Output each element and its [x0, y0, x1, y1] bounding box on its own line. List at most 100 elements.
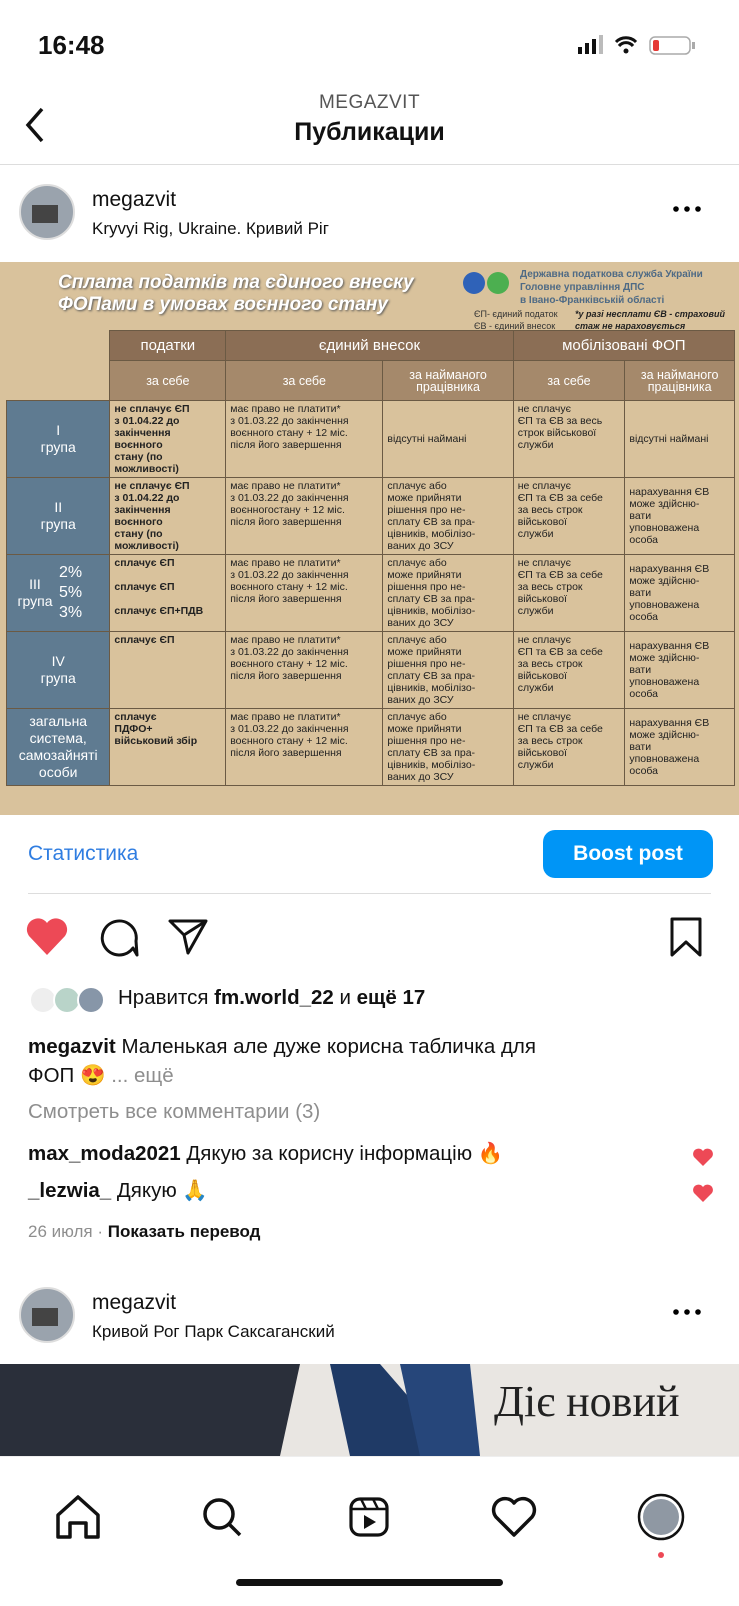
table-cell: відсутні наймані: [624, 400, 735, 478]
statistics-link[interactable]: Статистика: [28, 842, 139, 865]
group-cell: загальна система, самозайняті особи: [5, 708, 111, 786]
table-row: загальна система, самозайняті особи сплач…: [5, 708, 735, 786]
avatar[interactable]: [18, 183, 76, 241]
table-cell: має право не платити* з 01.03.22 до закі…: [225, 554, 384, 632]
group-cell: IV група: [5, 631, 111, 709]
comment-user[interactable]: _lezwia_: [28, 1179, 112, 1202]
table-cell: сплачує ЄП: [109, 631, 227, 709]
more-menu[interactable]: [672, 1308, 702, 1316]
meta-line: 26 июля · Показать перевод: [28, 1222, 261, 1241]
image-note: *у разі несплати ЄВ - страховий стаж не …: [575, 309, 725, 331]
username[interactable]: megazvit: [92, 1291, 177, 1314]
table-cell: нарахування ЄВ може здійсню- вати уповно…: [624, 554, 735, 632]
table-cell: сплачує або може прийняти рішення про не…: [382, 631, 514, 709]
group-label: загальна система, самозайняті особи: [18, 713, 98, 780]
group-rates: 2% 5% 3%: [59, 564, 83, 621]
likes-prefix: Нравится: [118, 986, 209, 1009]
location[interactable]: Kryvyi Rig, Ukraine. Кривий Ріг: [92, 219, 329, 238]
table-row: I група не сплачує ЄП з 01.04.22 до закін…: [5, 400, 735, 478]
share-button[interactable]: [166, 915, 210, 959]
profile-tab[interactable]: [637, 1493, 685, 1558]
table-cell: сплачує або може прийняти рішення про не…: [382, 477, 514, 555]
group-cell: III група2% 5% 3%: [5, 554, 111, 632]
comment: _lezwia_ Дякую 🙏: [28, 1179, 208, 1203]
divider: [0, 164, 739, 165]
table-cell: сплачує або може прийняти рішення про не…: [382, 708, 514, 786]
table-cell: має право не платити* з 01.03.22 до закі…: [225, 400, 384, 478]
caption-text: Маленькая але дуже корисна табличка для …: [28, 1035, 536, 1087]
image-org: Державна податкова служба України Головн…: [520, 269, 703, 306]
table-cell: сплачує або може прийняти рішення про не…: [382, 554, 514, 632]
liker[interactable]: fm.world_22: [214, 986, 334, 1009]
column-header: податки: [109, 330, 227, 361]
table-cell: має право не платити* з 01.03.22 до закі…: [225, 631, 384, 709]
table-cell: не сплачує ЄП з 01.04.22 до закінчення в…: [109, 477, 227, 555]
divider: [28, 893, 711, 894]
image-text: Діє новий: [494, 1377, 680, 1426]
group-label: IV група: [40, 653, 76, 686]
liker-avatars: [29, 986, 105, 1014]
group-cell: I група: [5, 400, 111, 478]
group-label: I група: [40, 422, 76, 455]
more-menu[interactable]: [672, 205, 702, 213]
status-icons: [578, 35, 695, 55]
group-cell: II група: [5, 477, 111, 555]
header-account: MEGAZVIT: [318, 92, 421, 113]
table-cell: не сплачує ЄП та ЄВ за себе за весь стро…: [512, 708, 626, 786]
table-cell: сплачує ЄП сплачує ЄП сплачує ЄП+ПДВ: [109, 554, 227, 632]
column-subheader: за себе: [225, 360, 384, 401]
translate-link[interactable]: Показать перевод: [107, 1222, 261, 1241]
tab-bar: [0, 1456, 739, 1600]
caption-more[interactable]: ... ещё: [111, 1064, 174, 1087]
comment-button[interactable]: [96, 915, 140, 959]
location[interactable]: Кривой Рог Парк Саксаганский: [92, 1322, 335, 1341]
table-row: II група не сплачує ЄП з 01.04.22 до закі…: [5, 477, 735, 555]
username[interactable]: megazvit: [92, 188, 177, 211]
reels-tab[interactable]: [349, 1497, 389, 1537]
header-title: Публикации: [294, 118, 445, 146]
column-subheader: за себе: [512, 360, 626, 401]
image-title: Сплата податків та єдиного внеску ФОПами…: [58, 272, 414, 315]
comment: max_moda2021 Дякую за корисну інформацію…: [28, 1142, 503, 1166]
group-label: II група: [40, 499, 76, 532]
comment-text: Дякую за корисну інформацію 🔥: [186, 1142, 504, 1165]
group-label: III група: [17, 576, 53, 609]
status-time: 16:48: [38, 30, 105, 60]
post-image: Сплата податків та єдиного внеску ФОПами…: [0, 262, 739, 815]
column-header: мобілізовані ФОП: [512, 330, 736, 361]
logo: [463, 272, 509, 294]
table-cell: має право не платити* з 01.03.22 до закі…: [225, 708, 384, 786]
search-tab[interactable]: [203, 1498, 242, 1537]
column-subheader: за найманого працівника: [382, 360, 514, 401]
comment-user[interactable]: max_moda2021: [28, 1142, 181, 1165]
home-indicator: [236, 1579, 503, 1586]
table-cell: має право не платити* з 01.03.22 до закі…: [225, 477, 384, 555]
column-subheader: за себе: [109, 360, 227, 401]
caption: megazvit Маленькая але дуже корисна табл…: [28, 1032, 718, 1090]
table-cell: не сплачує ЄП з 01.04.22 до закінчення в…: [109, 400, 227, 478]
subheader-row: за себе за себе за найманого працівника за …: [7, 360, 735, 401]
view-comments[interactable]: Смотреть все комментарии (3): [28, 1100, 321, 1123]
tab-icons: [56, 1493, 685, 1586]
column-subheader: за найманого працівника: [624, 360, 735, 401]
activity-tab[interactable]: [491, 1496, 537, 1537]
table-cell: нарахування ЄВ може здійсню- вати уповно…: [624, 708, 735, 786]
likes-more[interactable]: ещё 17: [356, 986, 426, 1009]
save-button[interactable]: [668, 915, 704, 959]
column-header: єдиний внесок: [225, 330, 514, 361]
like-button[interactable]: [24, 915, 70, 957]
caption-user[interactable]: megazvit: [28, 1035, 116, 1058]
comment-likes[interactable]: [692, 1147, 714, 1207]
table-cell: не сплачує ЄП та ЄВ за себе за весь стро…: [512, 554, 626, 632]
tax-table: податки єдиний внесок мобілізовані ФОП за с…: [5, 330, 736, 786]
table-row: III група2% 5% 3% сплачує ЄП сплачує ЄП с…: [5, 554, 735, 632]
avatar[interactable]: [18, 1286, 76, 1344]
boost-button[interactable]: Boost post: [543, 830, 713, 878]
home-tab[interactable]: [56, 1495, 100, 1539]
table-cell: не сплачує ЄП та ЄВ за весь строк військ…: [512, 400, 626, 478]
likes-conj: и: [339, 986, 351, 1009]
table-cell: відсутні наймані: [382, 400, 514, 478]
back-button[interactable]: [22, 105, 48, 145]
table-cell: сплачує ПДФО+ військовий збір: [109, 708, 227, 786]
